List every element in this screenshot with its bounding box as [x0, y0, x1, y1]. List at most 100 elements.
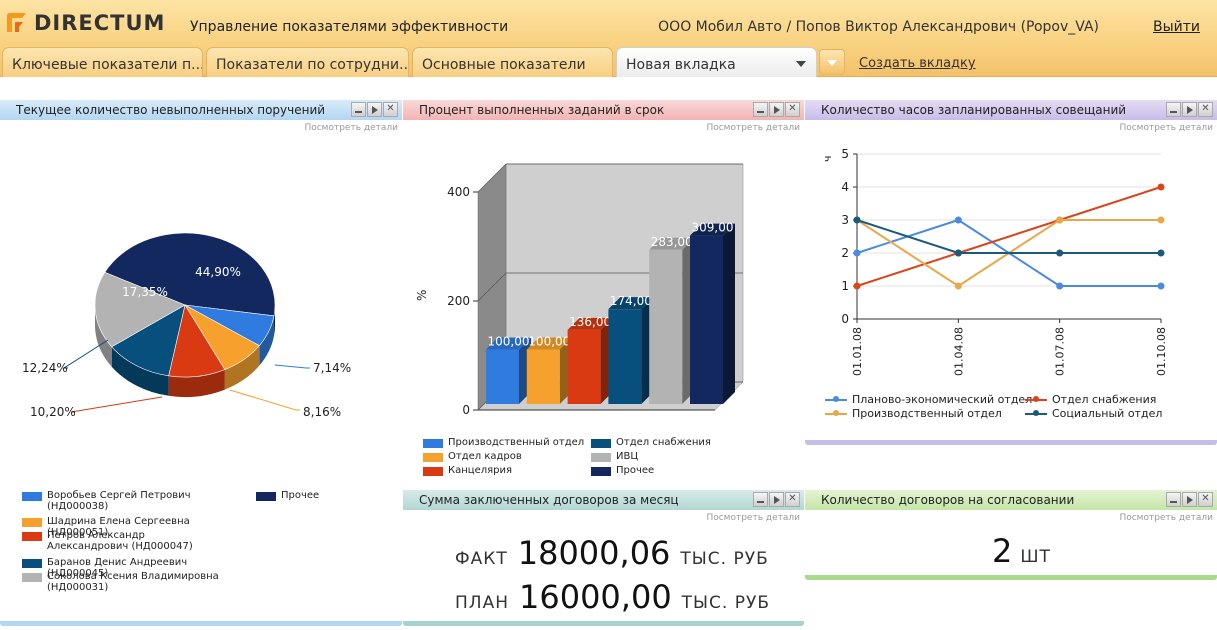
view-details-link[interactable]: Посмотреть детали [706, 123, 800, 133]
line-point[interactable] [1157, 282, 1165, 290]
widget-contracts-sum: Сумма заключенных договоров за месяц ✕ П… [403, 490, 804, 626]
close-icon[interactable]: ✕ [383, 102, 398, 117]
close-icon[interactable]: ✕ [1198, 102, 1213, 117]
bar[interactable] [567, 329, 601, 404]
bar-value-label: 283,00 [651, 235, 693, 249]
view-details-link[interactable]: Посмотреть детали [706, 513, 800, 523]
line-point[interactable] [954, 216, 962, 224]
x-tick-label: 01.01.08 [851, 327, 864, 376]
bar[interactable] [690, 235, 723, 404]
bar-value-label: 100,00 [488, 335, 530, 349]
view-details-link[interactable]: Посмотреть детали [1119, 513, 1213, 523]
line-point[interactable] [1157, 183, 1165, 191]
x-tick-label: 01.04.08 [952, 327, 965, 376]
approval-value: 2 [992, 532, 1013, 570]
pie-label: 12,24% [22, 361, 68, 375]
tab-employee-indicators[interactable]: Показатели по сотрудни... [206, 47, 409, 77]
minimize-icon[interactable] [351, 102, 366, 117]
expand-icon[interactable] [367, 102, 382, 117]
legend-label: Производственный отдел [448, 437, 585, 448]
pie-slice[interactable] [111, 304, 186, 377]
legend-label: Планово-экономический отдел [852, 393, 1033, 406]
y-axis-label: % [415, 290, 429, 301]
widget-title-bar[interactable]: Текущее количество невыполненных поручен… [0, 100, 402, 120]
pie-slice[interactable] [104, 232, 276, 317]
tick-label: 0 [462, 403, 470, 417]
pie-label-leader [229, 389, 300, 411]
close-icon[interactable]: ✕ [785, 492, 800, 507]
widget-title-bar[interactable]: Количество договоров на согласовании ✕ [805, 490, 1217, 510]
line-point[interactable] [853, 249, 861, 257]
tabs-menu-button[interactable] [819, 49, 845, 75]
create-tab-link[interactable]: Создать вкладку [859, 56, 976, 71]
line-point[interactable] [853, 282, 861, 290]
directum-logo[interactable]: DIRECTUM [4, 8, 165, 38]
legend-item: Соколова Ксения Владимировна (НД000031) [22, 571, 227, 593]
legend-label: Отдел снабжения [1052, 393, 1157, 406]
widget-title-bar[interactable]: Количество часов запланированных совещан… [805, 100, 1217, 120]
bar[interactable] [486, 349, 519, 405]
minimize-icon[interactable] [753, 102, 768, 117]
minimize-icon[interactable] [1166, 492, 1181, 507]
tick-label: 200 [447, 294, 470, 308]
line-series[interactable] [856, 186, 1162, 287]
line-point[interactable] [1056, 216, 1064, 224]
tick-label: 2 [841, 246, 849, 260]
expand-icon[interactable] [1182, 102, 1197, 117]
pie-slice[interactable] [94, 271, 186, 348]
legend-item: Планово-экономический отдел [825, 393, 1032, 406]
legend-label: ИВЦ [616, 451, 639, 462]
legend-item: Отдел снабжения [1025, 393, 1156, 406]
expand-icon[interactable] [769, 102, 784, 117]
legend-item: Отдел снабжения [591, 437, 711, 448]
app-header: DIRECTUM Управление показателями эффекти… [0, 0, 1217, 45]
line-point[interactable] [954, 282, 962, 290]
tab-new[interactable]: Новая вкладка [616, 47, 817, 77]
directum-logo-icon [7, 13, 26, 32]
line-point[interactable] [853, 216, 861, 224]
line-point[interactable] [1056, 249, 1064, 257]
x-tick-label: 01.07.08 [1054, 327, 1067, 376]
tab-main-indicators[interactable]: Основные показатели [412, 47, 613, 77]
legend-swatch [22, 573, 42, 582]
close-icon[interactable]: ✕ [785, 102, 800, 117]
fact-label: ФАКТ [455, 549, 508, 569]
view-details-link[interactable]: Посмотреть детали [1119, 123, 1213, 133]
legend-swatch [825, 409, 847, 416]
line-point[interactable] [1157, 249, 1165, 257]
widget-footer [805, 575, 1217, 580]
widget-title-bar[interactable]: Процент выполненных заданий в срок ✕ [403, 100, 804, 120]
close-icon[interactable]: ✕ [1198, 492, 1213, 507]
line-series[interactable] [856, 219, 1161, 254]
legend-item: ИВЦ [591, 451, 638, 462]
tab-label: Основные показатели [422, 57, 586, 73]
expand-icon[interactable] [1182, 492, 1197, 507]
expand-icon[interactable] [769, 492, 784, 507]
chevron-down-icon[interactable] [796, 61, 806, 67]
bar[interactable] [649, 249, 683, 404]
pie-label: 17,35% [122, 285, 168, 299]
pie-label-leader [70, 396, 163, 413]
tab-label: Новая вкладка [626, 57, 736, 73]
view-details-link[interactable]: Посмотреть детали [304, 123, 398, 133]
tab-key-indicators[interactable]: Ключевые показатели п... [2, 47, 203, 77]
widget-title: Сумма заключенных договоров за месяц [419, 493, 679, 507]
widget-contracts-approval: Количество договоров на согласовании ✕ П… [805, 490, 1217, 580]
line-point[interactable] [1056, 282, 1064, 290]
widget-title-bar[interactable]: Сумма заключенных договоров за месяц ✕ [403, 490, 804, 510]
legend-swatch [423, 439, 443, 448]
minimize-icon[interactable] [753, 492, 768, 507]
line-point[interactable] [954, 249, 962, 257]
bar-value-label: 136,00 [569, 315, 611, 329]
legend-label: Производственный отдел [852, 407, 1002, 420]
approval-unit: ШТ [1020, 547, 1051, 567]
bar[interactable] [526, 349, 560, 405]
logout-link[interactable]: Выйти [1152, 19, 1200, 35]
minimize-icon[interactable] [1166, 102, 1181, 117]
bar[interactable] [608, 309, 642, 404]
tick-label: 400 [447, 185, 470, 199]
bar-value-label: 100,00 [528, 335, 570, 349]
line-point[interactable] [1157, 216, 1165, 224]
legend-label: Баранов Денис Андреевич (НД000045) [47, 557, 188, 579]
